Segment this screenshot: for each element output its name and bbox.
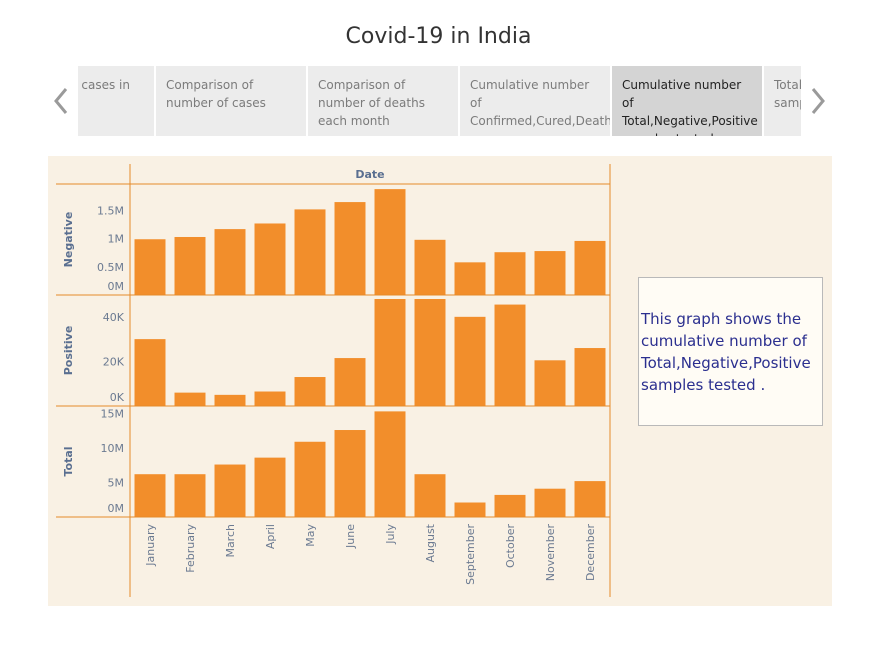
bar-negative [134, 239, 166, 295]
bar-negative [574, 240, 606, 295]
y-tick-label: 5M [108, 476, 125, 489]
story-tab[interactable]: Cumulative number of Total,Negative,Posi… [612, 66, 762, 136]
x-tick-label: October [504, 524, 517, 568]
row-label-negative: Negative [62, 212, 75, 268]
bar-total [134, 474, 166, 517]
bar-positive [374, 299, 406, 406]
bar-total [414, 474, 446, 517]
bar-total [294, 441, 326, 517]
chevron-left-icon [54, 88, 68, 114]
x-tick-label: July [384, 524, 397, 545]
row-label-total: Total [62, 446, 75, 476]
bar-total [174, 474, 206, 517]
bar-positive [334, 358, 366, 406]
y-tick-label: 0M [108, 502, 125, 515]
y-tick-label: 0.5M [97, 261, 124, 274]
bar-positive [134, 339, 166, 406]
y-tick-label: 1.5M [97, 205, 124, 218]
x-tick-label: August [424, 523, 437, 562]
story-tabs-strip: Number of cases in IndiaComparison of nu… [78, 66, 801, 136]
dashboard-title: Covid-19 in India [345, 24, 532, 49]
bar-negative [174, 236, 206, 295]
y-tick-label: 0K [110, 391, 125, 404]
x-tick-label: May [304, 524, 317, 547]
next-tab-button[interactable] [805, 84, 831, 118]
bar-positive [254, 391, 286, 406]
x-tick-label: December [584, 524, 597, 582]
bar-positive [494, 304, 526, 406]
y-tick-label: 1M [108, 233, 125, 246]
bar-total [214, 464, 246, 517]
story-tab[interactable]: Cumulative number of Confirmed,Cured,Dea… [460, 66, 610, 136]
bar-total [494, 494, 526, 517]
bar-negative [414, 239, 446, 295]
bar-positive [294, 377, 326, 406]
description-textbox: This graph shows the cumulative number o… [638, 277, 823, 426]
bar-positive [534, 360, 566, 406]
bar-negative [454, 262, 486, 295]
chevron-right-icon [811, 88, 825, 114]
previous-tab-button[interactable] [48, 84, 74, 118]
date-column-header: Date [355, 168, 384, 181]
x-tick-label: April [264, 524, 277, 549]
y-tick-label: 15M [101, 407, 125, 420]
bar-total [374, 411, 406, 517]
x-tick-label: February [184, 524, 197, 573]
x-tick-label: March [224, 524, 237, 558]
bar-total [454, 502, 486, 517]
bar-total [574, 481, 606, 517]
bar-negative [334, 202, 366, 295]
y-tick-label: 40K [103, 311, 125, 324]
x-tick-label: June [344, 524, 357, 549]
bar-negative [534, 251, 566, 295]
bar-positive [454, 316, 486, 406]
bar-positive [414, 299, 446, 406]
story-tab[interactable]: Total and daily samples [764, 66, 801, 136]
y-tick-label: 10M [101, 442, 125, 455]
y-tick-label: 0M [108, 280, 125, 293]
bar-total [334, 430, 366, 517]
bar-negative [214, 229, 246, 295]
bar-positive [574, 348, 606, 406]
row-label-positive: Positive [62, 326, 75, 376]
x-tick-label: September [464, 524, 477, 585]
y-tick-label: 20K [103, 355, 125, 368]
story-tab[interactable]: Number of cases in India [78, 66, 154, 136]
story-tabs: Number of cases in IndiaComparison of nu… [78, 66, 801, 136]
x-tick-label: January [144, 524, 157, 567]
story-tab[interactable]: Comparison of number of cases [156, 66, 306, 136]
bar-negative [374, 189, 406, 295]
bar-total [254, 457, 286, 517]
bar-positive [214, 394, 246, 406]
bar-negative [294, 209, 326, 295]
bar-negative [494, 252, 526, 295]
bar-negative [254, 223, 286, 295]
x-tick-label: November [544, 524, 557, 582]
samples-bar-chart: Date 0M 0.5M 1M 1.5M Negative 0K 20K 40K Positive… [56, 164, 611, 597]
story-tab[interactable]: Comparison of number of deaths each mont… [308, 66, 458, 136]
bar-total [534, 488, 566, 517]
bar-positive [174, 392, 206, 406]
